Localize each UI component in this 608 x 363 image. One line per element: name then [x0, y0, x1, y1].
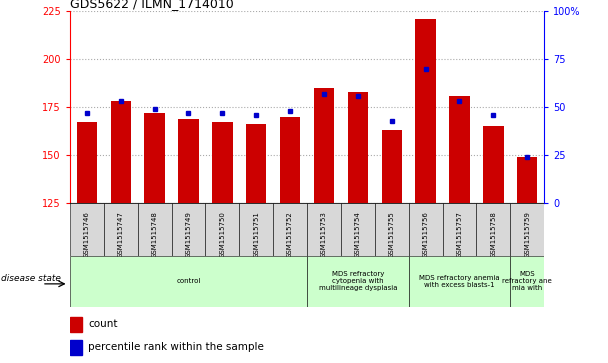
Text: GSM1515757: GSM1515757	[457, 211, 463, 258]
Text: MDS refractory anemia
with excess blasts-1: MDS refractory anemia with excess blasts…	[419, 275, 500, 288]
Bar	[280, 117, 300, 363]
Text: GSM1515747: GSM1515747	[118, 211, 124, 258]
Bar	[70, 339, 82, 355]
Text: GSM1515758: GSM1515758	[490, 211, 496, 258]
Bar	[510, 256, 544, 307]
Text: GSM1515750: GSM1515750	[219, 211, 226, 258]
Bar	[341, 203, 375, 256]
Text: percentile rank within the sample: percentile rank within the sample	[88, 342, 264, 352]
Bar	[382, 130, 402, 363]
Text: MDS
refractory ane
mia with: MDS refractory ane mia with	[502, 271, 552, 291]
Bar	[409, 256, 510, 307]
Bar	[145, 113, 165, 363]
Bar	[483, 126, 503, 363]
Bar	[443, 203, 477, 256]
Bar	[70, 203, 104, 256]
Bar	[246, 125, 266, 363]
Text: GSM1515749: GSM1515749	[185, 211, 192, 258]
Text: GSM1515752: GSM1515752	[287, 211, 293, 258]
Bar	[178, 119, 199, 363]
Text: GSM1515756: GSM1515756	[423, 211, 429, 258]
Text: disease state: disease state	[1, 274, 61, 283]
Bar	[314, 88, 334, 363]
Bar	[77, 122, 97, 363]
Text: GSM1515759: GSM1515759	[524, 211, 530, 258]
Text: control: control	[176, 278, 201, 284]
Text: GSM1515755: GSM1515755	[389, 211, 395, 258]
Bar	[111, 101, 131, 363]
Bar	[273, 203, 307, 256]
Text: MDS refractory
cytopenia with
multilineage dysplasia: MDS refractory cytopenia with multilinea…	[319, 271, 397, 291]
Text: GSM1515746: GSM1515746	[84, 211, 90, 258]
Bar	[510, 203, 544, 256]
Text: count: count	[88, 319, 118, 330]
Bar	[307, 256, 409, 307]
Text: GSM1515751: GSM1515751	[253, 211, 259, 258]
Bar	[70, 256, 307, 307]
Bar	[348, 92, 368, 363]
Bar	[409, 203, 443, 256]
Bar	[240, 203, 273, 256]
Text: GSM1515753: GSM1515753	[321, 211, 327, 258]
Bar	[212, 122, 232, 363]
Bar	[206, 203, 240, 256]
Bar	[375, 203, 409, 256]
Text: GSM1515748: GSM1515748	[151, 211, 157, 258]
Bar	[449, 95, 469, 363]
Bar	[171, 203, 206, 256]
Bar	[70, 317, 82, 332]
Bar	[137, 203, 171, 256]
Text: GDS5622 / ILMN_1714010: GDS5622 / ILMN_1714010	[70, 0, 233, 10]
Bar	[517, 157, 537, 363]
Bar	[477, 203, 510, 256]
Bar	[104, 203, 137, 256]
Bar	[307, 203, 341, 256]
Bar	[415, 19, 436, 363]
Text: GSM1515754: GSM1515754	[355, 211, 361, 258]
